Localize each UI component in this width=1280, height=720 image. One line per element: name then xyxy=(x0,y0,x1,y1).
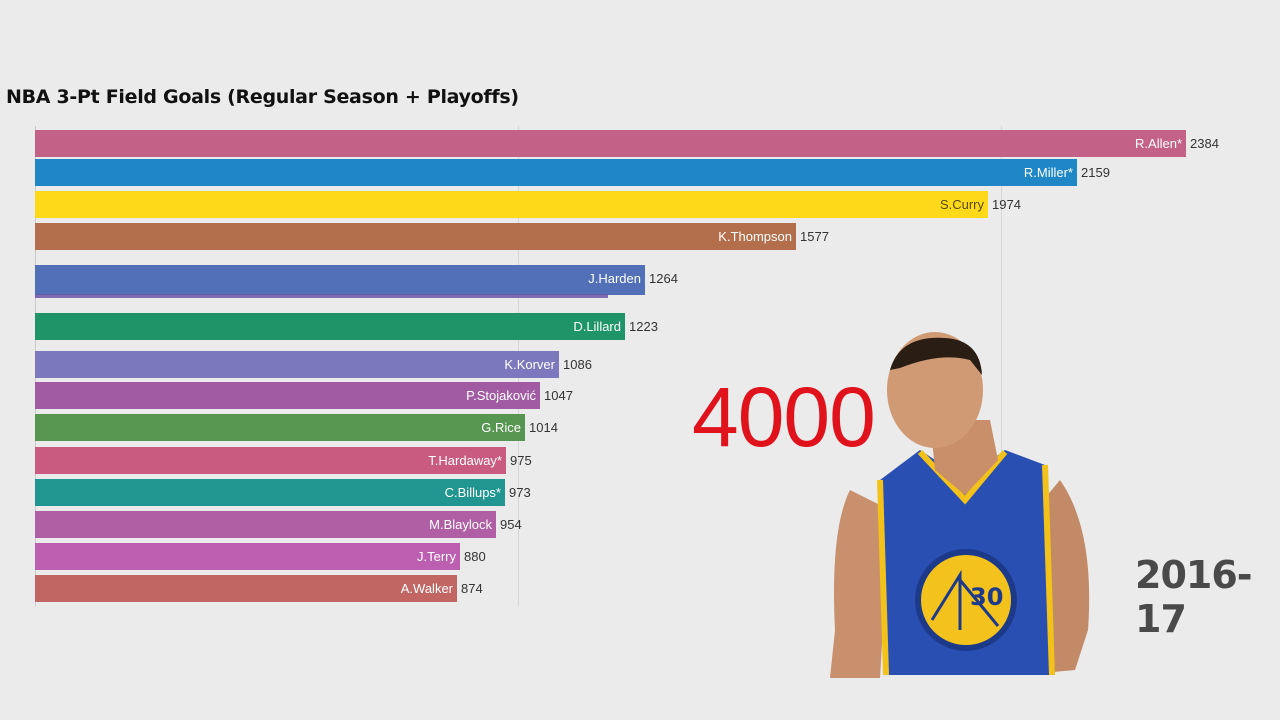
bar-label: M.Blaylock xyxy=(429,517,492,532)
bar-value: 1577 xyxy=(800,229,829,244)
bar: T.Hardaway* 975 xyxy=(35,447,532,474)
bar-label: J.Terry xyxy=(417,549,456,564)
gridline-2000 xyxy=(1001,126,1002,606)
bar: G.Rice 1014 xyxy=(35,414,558,441)
bar: R.Allen* 2384 xyxy=(35,130,1219,157)
bar: K.Korver 1086 xyxy=(35,351,592,378)
bar-label: J.Harden xyxy=(588,271,641,286)
milestone-number: 4000 xyxy=(692,370,876,464)
bar: S.Curry 1974 xyxy=(35,191,1021,218)
chart-title: NBA 3-Pt Field Goals (Regular Season + P… xyxy=(6,86,519,108)
bar: M.Blaylock 954 xyxy=(35,511,522,538)
bar-label: C.Billups* xyxy=(444,485,501,500)
bar-label: D.Lillard xyxy=(573,319,621,334)
bar: K.Thompson 1577 xyxy=(35,223,829,250)
bar-label: P.Stojaković xyxy=(466,388,536,403)
bar-label: R.Allen* xyxy=(1135,136,1182,151)
bar-value: 874 xyxy=(461,581,483,596)
bar-label: A.Walker xyxy=(400,581,453,596)
bar-label: T.Hardaway* xyxy=(428,453,502,468)
bar-value: 954 xyxy=(500,517,522,532)
bar-label: R.Miller* xyxy=(1023,165,1073,180)
bar-value: 1014 xyxy=(529,420,558,435)
bar: J.Harden 1264 xyxy=(35,265,678,295)
bar-value: 1974 xyxy=(992,197,1021,212)
bar: C.Billups* 973 xyxy=(35,479,531,506)
bar-value: 1223 xyxy=(629,319,658,334)
bar-label: G.Rice xyxy=(481,420,521,435)
bar: R.Miller* 2159 xyxy=(35,159,1110,186)
season-label: 2016-17 xyxy=(1135,553,1253,641)
bar-transition-ghost xyxy=(35,294,608,298)
bar-value: 880 xyxy=(464,549,486,564)
bar-label: K.Korver xyxy=(504,357,555,372)
bar: D.Lillard 1223 xyxy=(35,313,658,340)
bar: P.Stojaković 1047 xyxy=(35,382,573,409)
bar-value: 1264 xyxy=(649,271,678,286)
bar: A.Walker 874 xyxy=(35,575,483,602)
bar-label: K.Thompson xyxy=(718,229,792,244)
bar-value: 1047 xyxy=(544,388,573,403)
bar-value: 975 xyxy=(510,453,532,468)
bar-value: 2159 xyxy=(1081,165,1110,180)
bar-label: S.Curry xyxy=(939,197,984,212)
bar: J.Terry 880 xyxy=(35,543,486,570)
bar-value: 1086 xyxy=(563,357,592,372)
player-photo: 30 xyxy=(830,332,1090,678)
bar-value: 2384 xyxy=(1190,136,1219,151)
bar-value: 973 xyxy=(509,485,531,500)
